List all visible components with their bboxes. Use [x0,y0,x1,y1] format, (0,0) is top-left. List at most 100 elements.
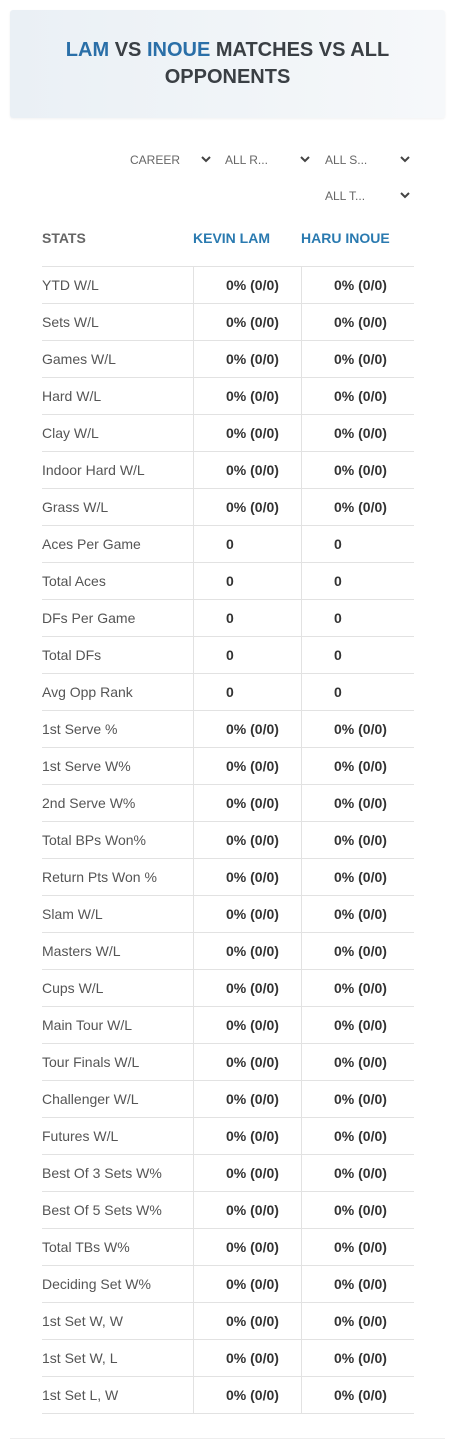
stat-value: 0% (0/0) [226,1202,279,1218]
stat-label: 1st Serve % [42,721,118,737]
stat-value: 0% (0/0) [226,721,279,737]
stat-value: 0% (0/0) [334,1091,387,1107]
row-divider [42,451,414,452]
row-divider [42,340,414,341]
stat-value: 0% (0/0) [226,462,279,478]
stat-value: 0% (0/0) [334,277,387,293]
stat-label: 1st Set W, L [42,1350,118,1366]
chevron [300,156,310,163]
stat-label: Hard W/L [42,388,102,404]
stat-value: 0% (0/0) [226,980,279,996]
stat-value: 0% (0/0) [226,314,279,330]
stat-value: 0% (0/0) [226,795,279,811]
filter[interactable]: ALL T... [325,189,411,203]
stat-label: Sets W/L [42,314,99,330]
stat-value: 0% (0/0) [334,1202,387,1218]
row-divider [42,377,414,378]
stat-value: 0% (0/0) [226,1128,279,1144]
row-divider [42,1080,414,1081]
row-divider [42,599,414,600]
stat-label: 1st Set W, W [42,1313,123,1329]
row-divider [42,1043,414,1044]
row-divider [42,1413,414,1414]
row-divider [42,562,414,563]
row-divider [42,1376,414,1377]
filter-label: ALL T... [325,189,366,203]
stat-value: 0% (0/0) [334,1054,387,1070]
filter-label: ALL R... [225,153,268,167]
row-divider [42,1265,414,1266]
stat-value: 0% (0/0) [226,758,279,774]
stat-value: 0% (0/0) [334,314,387,330]
filter-label: CAREER [130,153,181,167]
stat-value: 0% (0/0) [334,1128,387,1144]
stat-value: 0 [226,573,234,589]
row-divider [42,969,414,970]
stat-value: 0 [226,610,234,626]
row-divider [42,525,414,526]
stat-value: 0% (0/0) [334,906,387,922]
stat-value: 0% (0/0) [334,351,387,367]
stat-value: 0% (0/0) [334,758,387,774]
header: LAM VS INOUE MATCHES VS ALL OPPONENTS [10,10,445,118]
stat-value: 0 [226,684,234,700]
stat-value: 0 [226,536,234,552]
stat-value: 0% (0/0) [334,832,387,848]
stat-label: 1st Set L, W [42,1387,119,1403]
stat-value: 0% (0/0) [226,1387,279,1403]
title-vs: VS [114,39,142,61]
row-divider [42,673,414,674]
chevron [400,156,410,163]
title-rest: MATCHES VS ALL OPPONENTS [164,39,390,88]
stat-value: 0% (0/0) [334,425,387,441]
stat-label: YTD W/L [42,277,99,293]
title-name: LAM [65,39,110,61]
row-divider [42,1302,414,1303]
stat-value: 0% (0/0) [334,1350,387,1366]
stat-value: 0% (0/0) [334,1276,387,1292]
stat-value: 0% (0/0) [226,425,279,441]
column-header: KEVIN LAM [193,230,270,246]
stat-value: 0% (0/0) [226,1350,279,1366]
stat-label: Tour Finals W/L [42,1054,140,1070]
stat-label: Grass W/L [42,499,109,515]
stat-label: Aces Per Game [42,536,141,552]
stat-value: 0% (0/0) [334,1165,387,1181]
column-header: HARU INOUE [301,230,390,246]
stat-value: 0% (0/0) [226,1054,279,1070]
filter[interactable]: CAREER [130,153,212,167]
stat-value: 0% (0/0) [334,388,387,404]
stat-label: 1st Serve W% [42,758,131,774]
stat-label: Avg Opp Rank [42,684,133,700]
stat-label: Slam W/L [42,906,103,922]
stat-value: 0% (0/0) [226,388,279,404]
stat-value: 0% (0/0) [226,1165,279,1181]
row-divider [42,266,414,267]
filter[interactable]: ALL R... [225,153,311,167]
stat-value: 0 [226,647,234,663]
row-divider [42,1006,414,1007]
row-divider [42,932,414,933]
stat-label: Deciding Set W% [42,1276,151,1292]
column-divider [193,266,194,1413]
stat-value: 0% (0/0) [226,277,279,293]
stat-label: Best Of 5 Sets W% [42,1202,162,1218]
stat-label: Total BPs Won% [42,832,147,848]
stat-value: 0% (0/0) [226,1091,279,1107]
stat-value: 0 [334,573,342,589]
filter[interactable]: ALL S... [325,153,411,167]
stat-value: 0% (0/0) [226,1239,279,1255]
row-divider [42,895,414,896]
stat-value: 0% (0/0) [226,1313,279,1329]
stat-value: 0% (0/0) [334,1313,387,1329]
stat-label: Masters W/L [42,943,121,959]
stat-label: Challenger W/L [42,1091,139,1107]
stat-value: 0% (0/0) [226,1276,279,1292]
title: LAM VS INOUE MATCHES VS ALL OPPONENTS [38,37,418,91]
stat-label: 2nd Serve W% [42,795,136,811]
row-divider [42,1228,414,1229]
row-divider [42,1191,414,1192]
stat-value: 0% (0/0) [334,462,387,478]
stat-value: 0% (0/0) [226,906,279,922]
filter-label: ALL S... [325,153,368,167]
